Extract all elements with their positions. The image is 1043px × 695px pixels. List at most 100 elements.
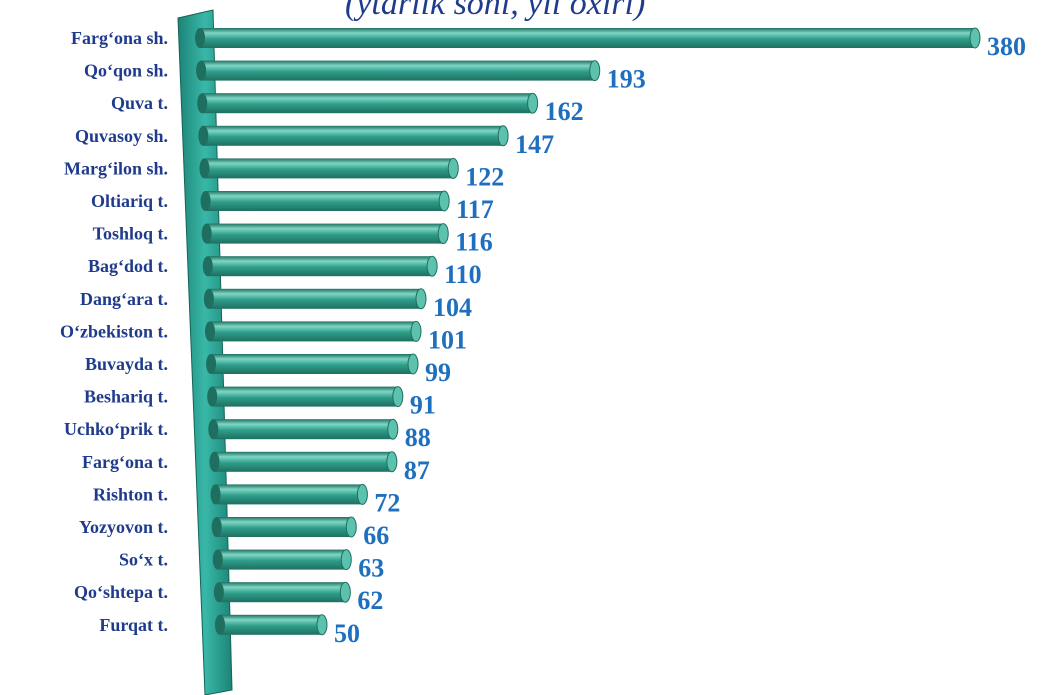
bar-start-cap [211,517,222,537]
bar-15 [216,517,352,537]
bar-start-cap [201,223,212,244]
value-label: 91 [410,391,436,420]
value-labels-group: 380 193 162 147 122 117 116 110 104 101 99 91 88 8772… [334,32,1026,648]
category-label: Uchko‘prik t. [64,419,168,439]
bar-9 [210,321,416,342]
value-label: 193 [607,65,646,94]
bar-start-cap [207,386,218,407]
bar-start-cap [206,354,217,374]
bar-0 [200,28,975,48]
value-label: 162 [545,97,584,126]
bar-7 [207,256,433,277]
bar-start-cap [197,93,208,114]
bar-end-cap [527,92,539,114]
category-label: Beshariq t. [84,387,168,407]
bar-end-cap [356,483,368,505]
value-label: 87 [404,456,430,485]
category-labels-group: Farg‘ona sh. Qo‘qon sh. Quva t. Quvasoy sh.… [60,28,168,635]
bar-start-cap [195,28,205,48]
value-label: 99 [425,358,451,387]
bar-1 [201,60,595,81]
value-label: 101 [428,325,467,354]
bar-11 [212,386,398,407]
bar-start-cap [205,321,215,342]
category-label: Quva t. [111,93,168,113]
bar-10 [211,354,414,374]
category-label: Dang‘ara t. [80,289,168,309]
bar-start-cap [202,256,213,277]
bar-start-cap [198,125,209,146]
bar-start-cap [200,191,211,211]
bar-end-cap [415,288,427,310]
bar-13 [214,451,392,472]
value-label: 110 [444,260,482,289]
category-label: Furqat t. [99,615,168,635]
value-label: 116 [455,228,493,257]
value-label: 72 [374,488,400,517]
bar-end-cap [437,223,449,245]
bar-4 [204,158,454,179]
bar-start-cap [208,419,219,440]
category-label: Qo‘shtepa t. [74,582,168,602]
category-label: Marg‘ilon sh. [64,158,168,178]
category-label: Oltiariq t. [91,191,168,211]
bar-end-cap [447,157,459,179]
bar-3 [203,125,504,146]
category-label: O‘zbekiston t. [60,321,168,341]
category-label: Buvayda t. [85,354,168,374]
bar-end-cap [339,581,351,603]
bars-group [195,27,981,636]
category-label: Farg‘ona sh. [71,28,168,48]
bar-end-cap [387,418,399,440]
value-label: 380 [987,32,1026,61]
value-label: 104 [433,293,472,322]
bar-start-cap [196,60,207,81]
value-label: 88 [405,423,431,452]
category-label: Yozyovon t. [79,517,168,537]
category-label: Rishton t. [93,484,168,504]
value-label: 50 [334,619,360,648]
bar-18 [220,614,322,635]
bar-8 [208,288,421,309]
category-label: So‘x t. [119,550,168,570]
bar-14 [215,484,363,505]
bar-6 [206,223,444,244]
bar-end-cap [345,516,357,538]
bar-end-cap [589,60,601,82]
bar-start-cap [213,582,224,603]
bar-start-cap [209,451,220,472]
chart-title: (ytarlik soni, yil oxiri) [345,0,645,22]
bar-end-cap [407,353,419,375]
bar-5 [205,191,445,211]
value-label: 66 [363,521,389,550]
bar-end-cap [386,451,398,473]
bar-start-cap [212,549,223,570]
value-label: 62 [357,586,383,615]
bar-end-cap [316,614,328,636]
bar-start-cap [215,614,225,635]
category-label: Toshloq t. [93,224,168,244]
bar-start-cap [199,158,210,179]
bar-12 [213,419,393,440]
value-label: 63 [358,554,384,583]
bar-17 [218,582,346,603]
value-label: 147 [515,130,554,159]
bar-end-cap [340,549,352,571]
bar-end-cap [497,125,509,147]
bar-end-cap [426,255,438,277]
bar-end-cap [392,386,404,408]
value-label: 122 [465,162,504,191]
bar-16 [217,549,347,570]
bar-2 [202,93,533,114]
bar-end-cap [410,320,422,342]
category-label: Bag‘dod t. [88,256,168,276]
value-label: 117 [456,195,494,224]
category-label: Qo‘qon sh. [84,61,168,81]
category-label: Farg‘ona t. [82,452,168,472]
category-label: Quvasoy sh. [75,126,168,146]
bar-start-cap [210,484,221,505]
bar-end-cap [969,27,981,49]
bar-start-cap [203,288,214,309]
bar-end-cap [438,190,450,212]
